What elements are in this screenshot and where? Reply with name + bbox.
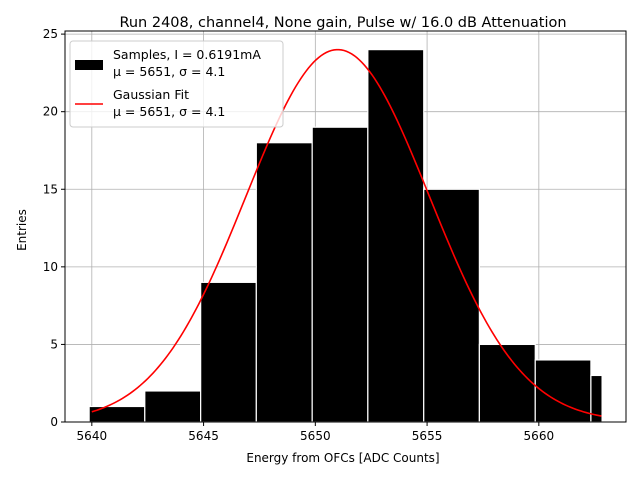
y-tick-label: 0 [50,415,58,429]
gaussian-fit [91,48,602,417]
histogram-bar [367,49,425,423]
y-axis-label: Entries [15,209,29,251]
histogram-bar [423,188,480,423]
fit-curve [91,48,602,417]
x-tick-label: 5645 [188,429,219,443]
histogram-bar [311,126,369,423]
legend-fit-label: Gaussian Fit [113,87,189,102]
y-tick-label: 25 [43,27,58,41]
histogram-bar [144,390,202,423]
x-tick-label: 5660 [524,429,555,443]
y-tick-label: 10 [43,260,58,274]
plot-frame [64,30,627,423]
legend-fit-stats: μ = 5651, σ = 4.1 [113,104,225,119]
y-tick-label: 5 [50,337,58,351]
histogram-bar [88,405,146,423]
legend-histogram-stats: μ = 5651, σ = 4.1 [113,64,225,79]
x-axis-label: Energy from OFCs [ADC Counts] [246,451,439,465]
legend-histogram-label: Samples, I = 0.6191mA [113,47,261,62]
x-tick-label: 5655 [412,429,443,443]
chart-title: Run 2408, channel4, None gain, Pulse w/ … [119,15,566,31]
histogram-bar [534,359,592,423]
axis-ticks: 5640 5645 5650 5655 5660 0 5 10 15 20 25 [43,27,554,443]
histogram-bar [200,281,257,423]
y-tick-label: 15 [43,182,58,196]
legend-box [69,40,284,128]
histogram-bar [478,343,536,423]
histogram-bar [255,142,313,423]
histogram-bars [88,49,603,423]
x-tick-label: 5650 [300,429,331,443]
x-tick-label: 5640 [77,429,108,443]
legend: Samples, I = 0.6191mA μ = 5651, σ = 4.1 … [69,40,284,128]
y-tick-label: 20 [43,105,58,119]
legend-histogram-swatch [75,60,103,70]
